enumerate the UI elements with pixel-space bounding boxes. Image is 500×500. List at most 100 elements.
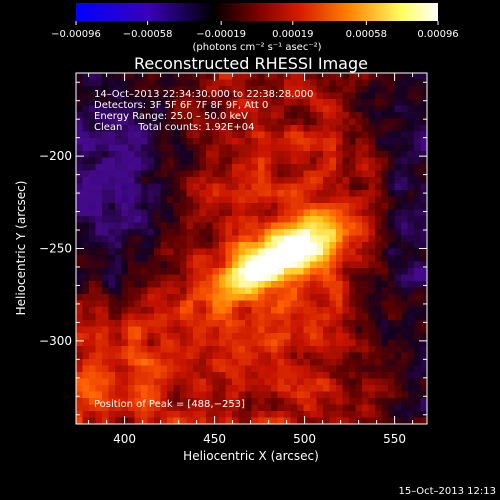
heatmap-cell xyxy=(115,404,123,412)
heatmap-cell xyxy=(329,138,337,146)
heatmap-cell xyxy=(108,125,116,133)
heatmap-cell xyxy=(102,242,110,250)
heatmap-cell xyxy=(414,112,422,120)
heatmap-cell xyxy=(355,248,363,256)
heatmap-cell xyxy=(316,196,324,204)
heatmap-cell xyxy=(297,391,305,399)
y-axis: −200−250−300 xyxy=(39,81,427,416)
heatmap-cell xyxy=(381,365,389,373)
heatmap-cell xyxy=(206,248,214,256)
heatmap-cell xyxy=(89,294,97,302)
chart-title: Reconstructed RHESSI Image xyxy=(134,54,368,73)
heatmap-cell xyxy=(310,417,318,424)
heatmap-cell xyxy=(102,229,110,237)
heatmap-cell xyxy=(284,242,292,250)
heatmap-cell xyxy=(147,216,155,224)
colorbar-ticks: −0.00096 −0.00058 −0.00019 0.00019 0.00058 0.… xyxy=(51,21,459,40)
heatmap-cell xyxy=(303,151,311,159)
heatmap-cell xyxy=(388,125,396,133)
heatmap-cell xyxy=(212,333,220,341)
heatmap-cell xyxy=(414,294,422,302)
heatmap-cell xyxy=(160,248,168,256)
heatmap-cell xyxy=(368,209,376,217)
heatmap-cell xyxy=(128,294,136,302)
heatmap-cell xyxy=(193,268,201,276)
heatmap-cell xyxy=(381,190,389,198)
heatmap-cell xyxy=(95,346,103,354)
heatmap-cell xyxy=(173,294,181,302)
heatmap-cell xyxy=(173,307,181,315)
heatmap-cell xyxy=(245,255,253,263)
heatmap-cell xyxy=(206,222,214,230)
heatmap-cell xyxy=(342,151,350,159)
heatmap-cell xyxy=(206,385,214,393)
heatmap-cell xyxy=(251,164,259,172)
heatmap-cell xyxy=(245,203,253,211)
heatmap-cell xyxy=(141,248,149,256)
heatmap-cell xyxy=(381,170,389,178)
heatmap-cell xyxy=(355,196,363,204)
heatmap-cell xyxy=(394,209,402,217)
heatmap-cell xyxy=(277,235,285,243)
heatmap-cell xyxy=(414,92,422,100)
heatmap-cell xyxy=(271,222,279,230)
heatmap-cell xyxy=(323,268,331,276)
heatmap-cell xyxy=(180,190,188,198)
heatmap-cell xyxy=(212,229,220,237)
heatmap-cell xyxy=(128,333,136,341)
heatmap-cell xyxy=(251,125,259,133)
heatmap-cell xyxy=(394,164,402,172)
heatmap-cell xyxy=(173,320,181,328)
heatmap-cell xyxy=(290,385,298,393)
heatmap-cell xyxy=(264,151,272,159)
heatmap-cell xyxy=(128,372,136,380)
heatmap-cell xyxy=(134,222,142,230)
heatmap-cell xyxy=(414,235,422,243)
heatmap-cell xyxy=(173,313,181,321)
heatmap-cell xyxy=(199,151,207,159)
heatmap-cell xyxy=(368,372,376,380)
heatmap-cell xyxy=(310,164,318,172)
heatmap-cell xyxy=(407,125,415,133)
heatmap-cell xyxy=(355,170,363,178)
heatmap-cell xyxy=(238,229,246,237)
heatmap-cell xyxy=(388,157,396,165)
heatmap-cell xyxy=(271,313,279,321)
heatmap-cell xyxy=(108,183,116,191)
heatmap-cell xyxy=(349,398,357,406)
heatmap-cell xyxy=(401,164,409,172)
heatmap-cell xyxy=(414,398,422,406)
heatmap-cell xyxy=(336,352,344,360)
heatmap-cell xyxy=(102,105,110,113)
heatmap-cell xyxy=(102,281,110,289)
heatmap-cell xyxy=(141,320,149,328)
heatmap-cell xyxy=(251,274,259,282)
heatmap-cell xyxy=(271,417,279,424)
heatmap-cell xyxy=(323,281,331,289)
heatmap-cell xyxy=(316,339,324,347)
heatmap-cell xyxy=(180,378,188,386)
heatmap-cell xyxy=(381,209,389,217)
heatmap-cell xyxy=(290,333,298,341)
heatmap-cell xyxy=(121,79,129,87)
heatmap-cell xyxy=(264,372,272,380)
heatmap-cell xyxy=(375,131,383,139)
heatmap-cell xyxy=(225,411,233,419)
heatmap-cell xyxy=(290,216,298,224)
heatmap-cell xyxy=(160,411,168,419)
heatmap-cell xyxy=(128,352,136,360)
heatmap-cell xyxy=(238,138,246,146)
heatmap-cell xyxy=(284,203,292,211)
heatmap-cell xyxy=(401,385,409,393)
heatmap-cell xyxy=(238,216,246,224)
heatmap-cell xyxy=(381,372,389,380)
heatmap-cell xyxy=(147,235,155,243)
heatmap-cell xyxy=(102,417,110,424)
heatmap-cell xyxy=(323,151,331,159)
heatmap-cell xyxy=(212,222,220,230)
heatmap-cell xyxy=(245,411,253,419)
heatmap-cell xyxy=(381,105,389,113)
heatmap-cell xyxy=(336,287,344,295)
heatmap-cell xyxy=(147,274,155,282)
heatmap-cell xyxy=(167,359,175,367)
